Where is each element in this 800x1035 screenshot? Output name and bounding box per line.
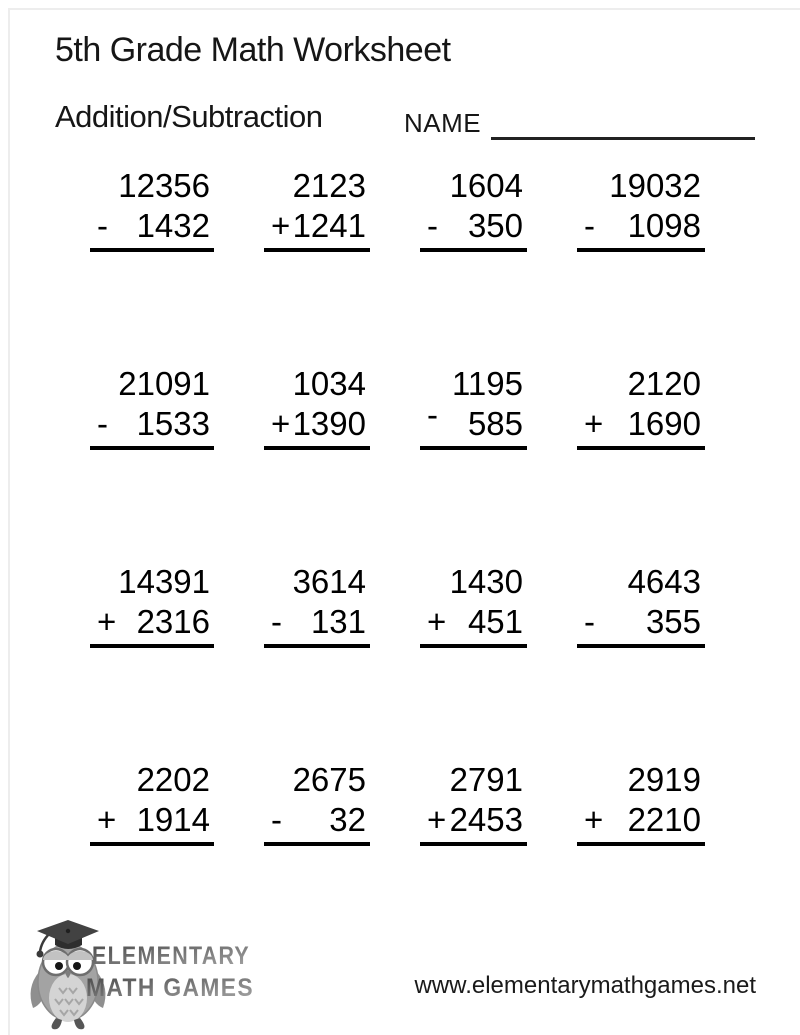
bottom-operand: 1390 [292,405,366,442]
operation-row: - 1432 [90,206,214,252]
name-field-row: NAME [404,102,755,140]
math-problem: 2791 + 2453 [420,760,527,846]
top-operand: 2919 [627,761,701,798]
math-problem: 2919 + 2210 [577,760,705,846]
operation-row: - 1098 [577,206,705,252]
bottom-operand: 1533 [136,405,210,442]
name-blank-line [491,103,755,140]
top-operand: 1604 [449,167,523,204]
bottom-operand: 1690 [627,405,701,442]
top-operand: 12356 [118,167,210,204]
math-problem: 1604 - 350 [420,166,527,252]
bottom-operand: 2453 [449,801,523,838]
bottom-operand: 1432 [136,207,210,244]
page-title: 5th Grade Math Worksheet [55,31,451,69]
operation-row: - 32 [264,800,370,846]
top-operand: 2123 [292,167,366,204]
top-operand: 2791 [449,761,523,798]
top-operand: 4643 [627,563,701,600]
bottom-operand: 1098 [627,207,701,244]
top-operand: 1034 [292,365,366,402]
operator: - [271,603,282,640]
operator: + [271,207,291,244]
math-problem: 21091 - 1533 [90,364,214,450]
bottom-operand: 2316 [136,603,210,640]
top-operand: 2675 [292,761,366,798]
owl-eyes [41,947,95,978]
bottom-operand: 350 [467,207,523,244]
top-operand: 2202 [136,761,210,798]
operation-row: - 1533 [90,404,214,450]
math-problem: 12356 - 1432 [90,166,214,252]
operation-row: + 451 [420,602,527,648]
operator: - [97,207,108,244]
operator: - [584,207,595,244]
top-operand: 3614 [292,563,366,600]
operation-row: - 585 [420,396,527,450]
operator: + [97,801,117,838]
bottom-operand: 451 [467,603,523,640]
math-problem: 19032 - 1098 [577,166,705,252]
operation-row: + 2453 [420,800,527,846]
operation-row: + 2316 [90,602,214,648]
worksheet-subtitle: Addition/Subtraction [55,99,323,134]
math-problem: 14391 + 2316 [90,562,214,648]
math-problem: 1034 + 1390 [264,364,370,450]
problems-grid: 12356 - 1432 2123 + 1241 1604 - 350 1903… [90,166,705,846]
bottom-operand: 585 [467,405,523,442]
owl-feet [51,1018,85,1030]
operator: - [427,396,438,433]
math-problem: 1195 - 585 [420,364,527,450]
operation-row: + 1690 [577,404,705,450]
logo-line1: ELEMENTARY [92,942,250,970]
operator: + [584,801,604,838]
operator: + [427,801,447,838]
math-problem: 2675 - 32 [264,760,370,846]
top-operand: 1195 [452,365,523,402]
name-label: NAME [404,108,482,138]
operation-row: - 355 [577,602,705,648]
top-operand: 19032 [609,167,701,204]
operator: + [427,603,447,640]
operation-row: + 1241 [264,206,370,252]
math-problem: 2123 + 1241 [264,166,370,252]
owl-logo [30,920,106,1030]
top-operand: 2120 [627,365,701,402]
math-problem: 2202 + 1914 [90,760,214,846]
math-problem: 1430 + 451 [420,562,527,648]
bottom-operand: 355 [645,603,701,640]
operator: - [427,207,438,244]
bottom-operand: 32 [329,801,366,838]
bottom-operand: 1241 [292,207,366,244]
top-operand: 14391 [118,563,210,600]
website-url: www.elementarymathgames.net [414,972,756,999]
operation-row: - 350 [420,206,527,252]
top-operand: 21091 [118,365,210,402]
operation-row: - 131 [264,602,370,648]
operator: - [271,801,282,838]
bottom-operand: 131 [310,603,366,640]
logo-wordmark: ELEMENTARY MATH GAMES [86,942,254,1002]
operator: - [584,603,595,640]
math-problem: 4643 - 355 [577,562,705,648]
math-problem: 3614 - 131 [264,562,370,648]
graduation-cap [36,920,99,958]
operation-row: + 1914 [90,800,214,846]
operator: + [584,405,604,442]
top-operand: 1430 [449,563,523,600]
logo-line2: MATH GAMES [86,974,254,1002]
operator: + [271,405,291,442]
bottom-operand: 2210 [627,801,701,838]
operation-row: + 2210 [577,800,705,846]
math-problem: 2120 + 1690 [577,364,705,450]
operation-row: + 1390 [264,404,370,450]
operator: - [97,405,108,442]
operator: + [97,603,117,640]
bottom-operand: 1914 [136,801,210,838]
